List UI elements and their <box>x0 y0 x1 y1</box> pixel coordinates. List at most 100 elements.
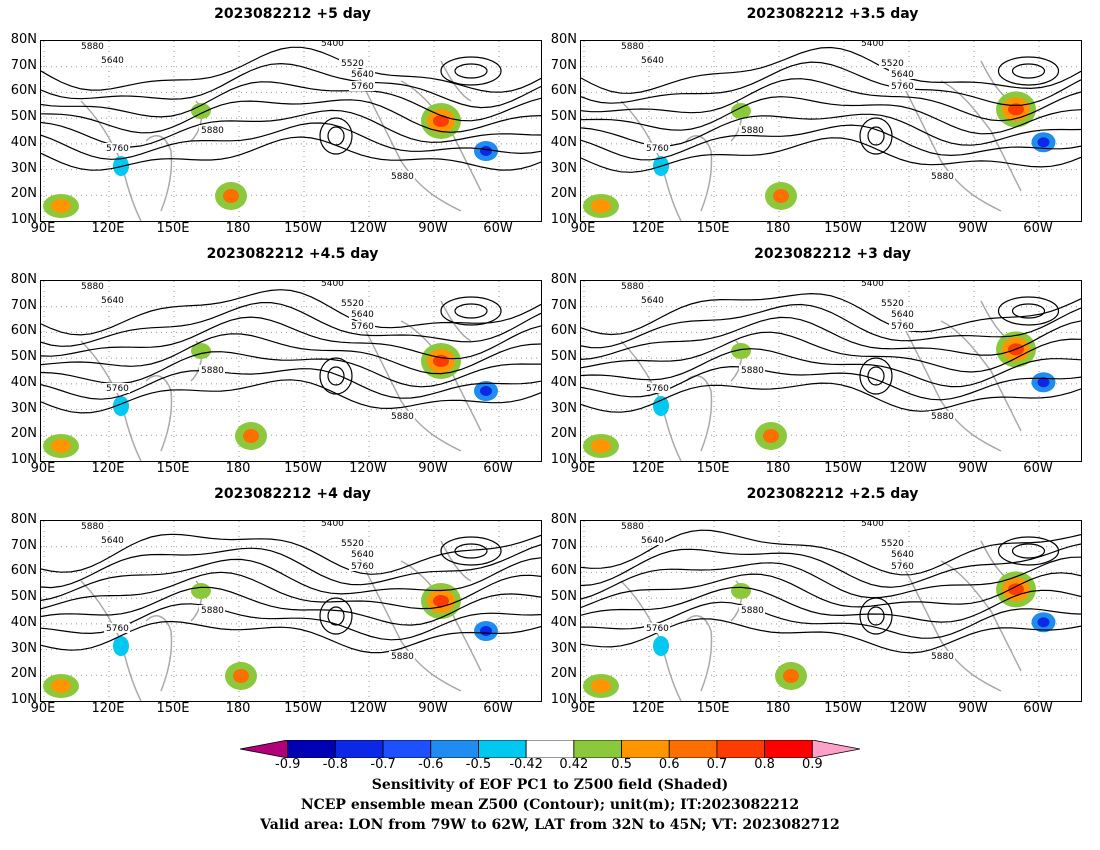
map-panel-4: 5880 5640 5400 5520 5640 5760 5880 5760 5880 <box>580 280 1082 462</box>
z500-closed-contour <box>1011 63 1046 79</box>
negative-sensitivity-area <box>1037 137 1050 148</box>
z500-closed-contour <box>867 126 885 146</box>
longitude-label: 150W <box>824 221 862 236</box>
z500-contour <box>41 586 541 626</box>
contour-label-bg <box>889 309 915 319</box>
longitude-label: 120W <box>889 701 927 716</box>
longitude-label: 150E <box>696 461 730 476</box>
contour-label: 5760 <box>646 624 669 634</box>
contour-label: 5400 <box>321 521 344 529</box>
contour-label: 5880 <box>391 172 414 182</box>
contour-label-bg <box>104 623 130 633</box>
positive-sensitivity-area <box>1008 583 1024 596</box>
colorbar-label: 0.42 <box>559 757 589 772</box>
contour-label: 5760 <box>351 322 374 332</box>
contour-label-bg <box>889 321 915 331</box>
coastline <box>80 340 142 461</box>
positive-sensitivity-area <box>223 189 239 203</box>
contour-label-bg <box>104 383 130 393</box>
colorbar-label: -0.42 <box>509 757 543 772</box>
longitude-label: 180 <box>225 221 251 236</box>
z500-contour <box>41 368 541 400</box>
longitude-label: 90E <box>30 221 56 236</box>
positive-sensitivity-area <box>433 595 449 607</box>
contour-label-bg <box>639 295 665 305</box>
contour-label: 5640 <box>891 310 914 320</box>
z500-contour <box>581 61 1081 107</box>
latitude-label: 30N <box>10 640 37 656</box>
z500-contour <box>581 601 1081 639</box>
negative-sensitivity-area <box>480 146 492 156</box>
contour-label-bg <box>339 58 365 68</box>
latitude-label: 20N <box>550 186 577 202</box>
contour-label: 5880 <box>391 652 414 662</box>
z500-closed-contour <box>319 117 353 155</box>
latitude-label: 40N <box>10 374 37 390</box>
contour-label-bg <box>889 549 915 559</box>
contour-label-bg <box>349 81 375 91</box>
latitude-label: 40N <box>550 134 577 150</box>
z500-closed-contour <box>867 366 885 386</box>
latitude-label: 40N <box>550 614 577 630</box>
longitude-label: 180 <box>765 701 791 716</box>
latitude-label: 70N <box>550 297 577 313</box>
latitude-label: 20N <box>550 426 577 442</box>
longitude-label: 120E <box>631 701 665 716</box>
contour-label: 5640 <box>101 56 124 66</box>
longitude-label: 60W <box>1023 701 1053 716</box>
longitude-label: 90E <box>30 461 56 476</box>
longitude-label: 120E <box>631 221 665 236</box>
z500-contour <box>581 124 1081 161</box>
longitude-label: 150W <box>284 221 322 236</box>
contour-label-bg <box>349 321 375 331</box>
contour-label-bg <box>199 365 225 375</box>
z500-contour <box>41 333 541 375</box>
contour-label: 5640 <box>351 70 374 80</box>
positive-sensitivity-area <box>591 679 611 693</box>
longitude-label: 120E <box>91 461 125 476</box>
latitude-label: 80N <box>10 512 37 527</box>
colorbar-segment <box>764 740 813 758</box>
contour-label-bg <box>739 365 765 375</box>
negative-sensitivity-area <box>113 396 129 416</box>
latitude-label: 80N <box>550 32 577 47</box>
z500-contour <box>41 109 541 148</box>
positive-sensitivity-area <box>191 583 211 599</box>
latitude-label: 70N <box>10 537 37 553</box>
panel-title-5: 2023082212 +4 day <box>214 486 371 502</box>
positive-sensitivity-area <box>591 199 611 213</box>
z500-contour <box>581 78 1081 122</box>
panel-title-1: 2023082212 +5 day <box>214 6 371 22</box>
contour-label-bg <box>104 143 130 153</box>
contour-label: 5520 <box>341 539 364 549</box>
longitude-label: 150E <box>156 701 190 716</box>
latitude-label: 30N <box>10 160 37 176</box>
z500-closed-contour <box>319 597 353 635</box>
coastline <box>940 560 1022 672</box>
latitude-label: 30N <box>550 640 577 656</box>
latitude-label: 80N <box>10 272 37 287</box>
longitude-label: 120W <box>349 701 387 716</box>
contour-label-bg <box>644 143 670 153</box>
z500-contour <box>41 122 541 160</box>
contour-label: 5520 <box>881 299 904 309</box>
contour-label: 5880 <box>81 282 104 292</box>
longitude-label: 180 <box>225 461 251 476</box>
panel-title-6: 2023082212 +2.5 day <box>746 486 919 502</box>
z500-closed-contour <box>454 303 488 319</box>
z500-closed-contour <box>440 56 502 86</box>
latitude-label: 70N <box>10 297 37 313</box>
contour-label: 5520 <box>341 299 364 309</box>
coastline <box>620 580 682 701</box>
contour-label: 5640 <box>641 296 664 306</box>
z500-contour <box>41 571 541 610</box>
contour-label-bg <box>929 411 955 421</box>
contour-label: 5760 <box>106 624 129 634</box>
contour-label: 5880 <box>391 412 414 422</box>
z500-contour <box>41 533 541 575</box>
contour-label-bg <box>859 41 885 48</box>
colorbar-label: -0.7 <box>370 757 396 772</box>
negative-sensitivity-area <box>653 636 669 656</box>
latitude-label: 50N <box>550 589 577 605</box>
contour-label-bg <box>739 125 765 135</box>
